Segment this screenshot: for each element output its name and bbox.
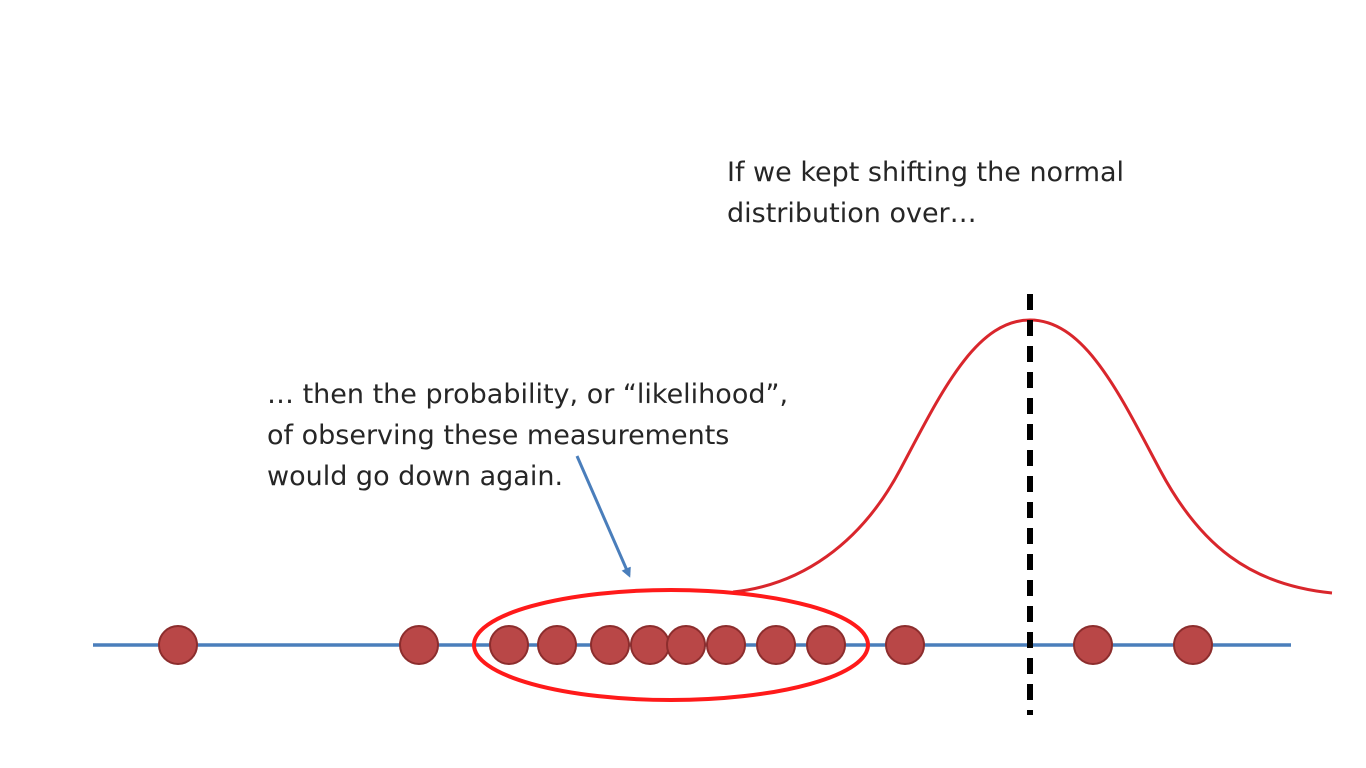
data-point [1073, 625, 1113, 665]
data-point [537, 625, 577, 665]
data-point [158, 625, 198, 665]
data-point [756, 625, 796, 665]
measurement-points [158, 625, 1213, 665]
caption-left-line: would go down again. [267, 461, 564, 492]
pointer-arrow [575, 455, 631, 578]
data-point [630, 625, 670, 665]
caption-top-line: If we kept shifting the normal [727, 157, 1125, 188]
data-point [489, 625, 529, 665]
data-point [666, 625, 706, 665]
data-point [806, 625, 846, 665]
data-point [706, 625, 746, 665]
caption-left: … then the probability, or “likelihood”,… [267, 374, 788, 497]
caption-top: If we kept shifting the normal distribut… [727, 152, 1124, 234]
caption-left-line: … then the probability, or “likelihood”, [267, 379, 789, 410]
data-point [399, 625, 439, 665]
caption-top-line: distribution over… [727, 198, 977, 229]
data-point [1173, 625, 1213, 665]
data-point [590, 625, 630, 665]
highlight-ellipse [472, 588, 870, 702]
caption-left-line: of observing these measurements [267, 420, 730, 451]
data-point [885, 625, 925, 665]
